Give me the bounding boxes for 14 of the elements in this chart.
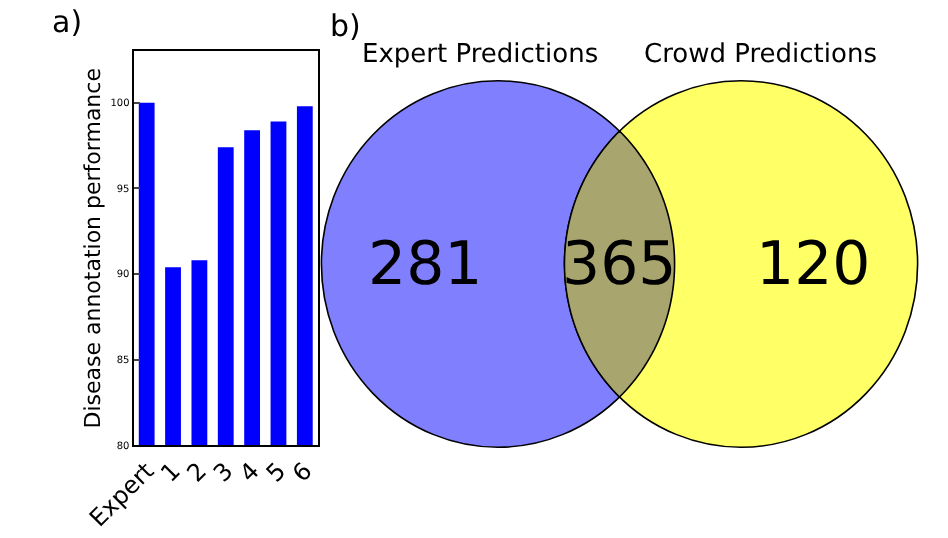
category-label: Expert Predictions (362, 40, 599, 70)
x-tick-label: 3 (207, 456, 239, 488)
data-label: 120 (756, 230, 871, 300)
text: b) (330, 8, 361, 44)
x-tick-label: 6 (286, 456, 318, 488)
chart-title: a) (52, 4, 83, 40)
data-label: 365 (562, 230, 677, 300)
category-label: Crowd Predictions (644, 40, 878, 70)
x-tick-label: 5 (260, 456, 292, 488)
y-axis-title: Disease annotation performance (79, 67, 106, 429)
x-tick-label: 1 (155, 456, 186, 488)
x-tick-label: 4 (234, 456, 265, 488)
x-tick-label: 2 (181, 456, 213, 488)
data-label: 281 (368, 230, 483, 300)
